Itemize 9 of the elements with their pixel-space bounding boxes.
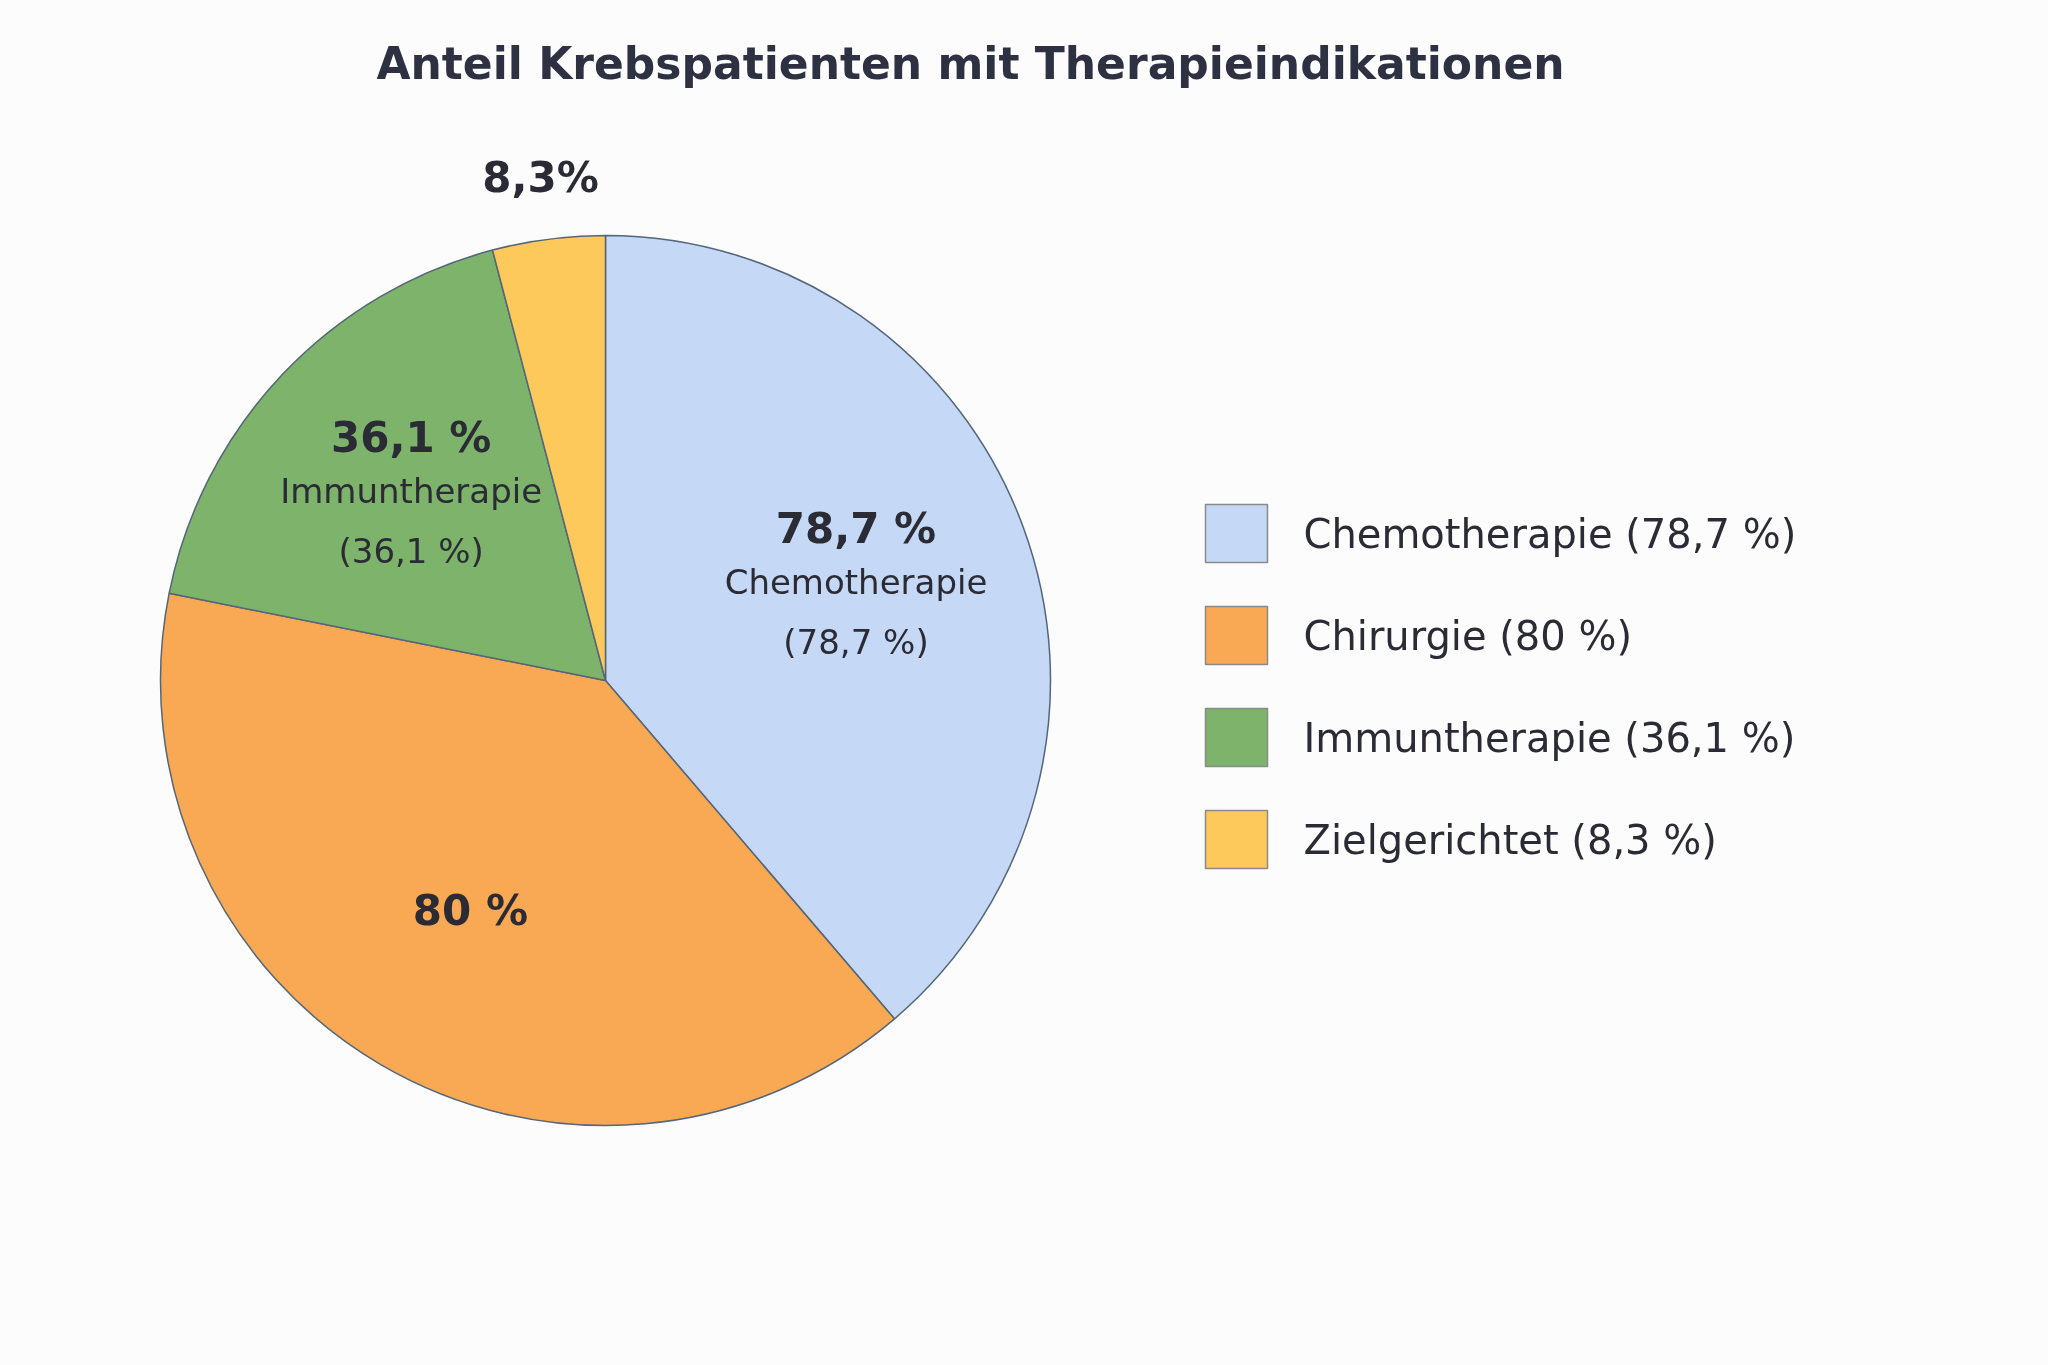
legend-label: Chirurgie (80 %) [1303,612,1633,659]
data-label: 8,3% [482,152,599,202]
legend-label: Chemotherapie (78,7 %) [1303,510,1797,557]
data-label: 36,1 % Immuntherapie (36,1 %) [280,412,543,572]
data-label: 78,7 % Chemotherapie (78,7 %) [724,503,988,663]
chart-title: Anteil Krebspatienten mit Therapieindikationen [376,38,1565,89]
data-label: 80 % [412,886,528,936]
legend-label: Zielgerichtet (8,3 %) [1303,816,1717,863]
legend-label: Immuntherapie (36,1 %) [1303,714,1796,761]
